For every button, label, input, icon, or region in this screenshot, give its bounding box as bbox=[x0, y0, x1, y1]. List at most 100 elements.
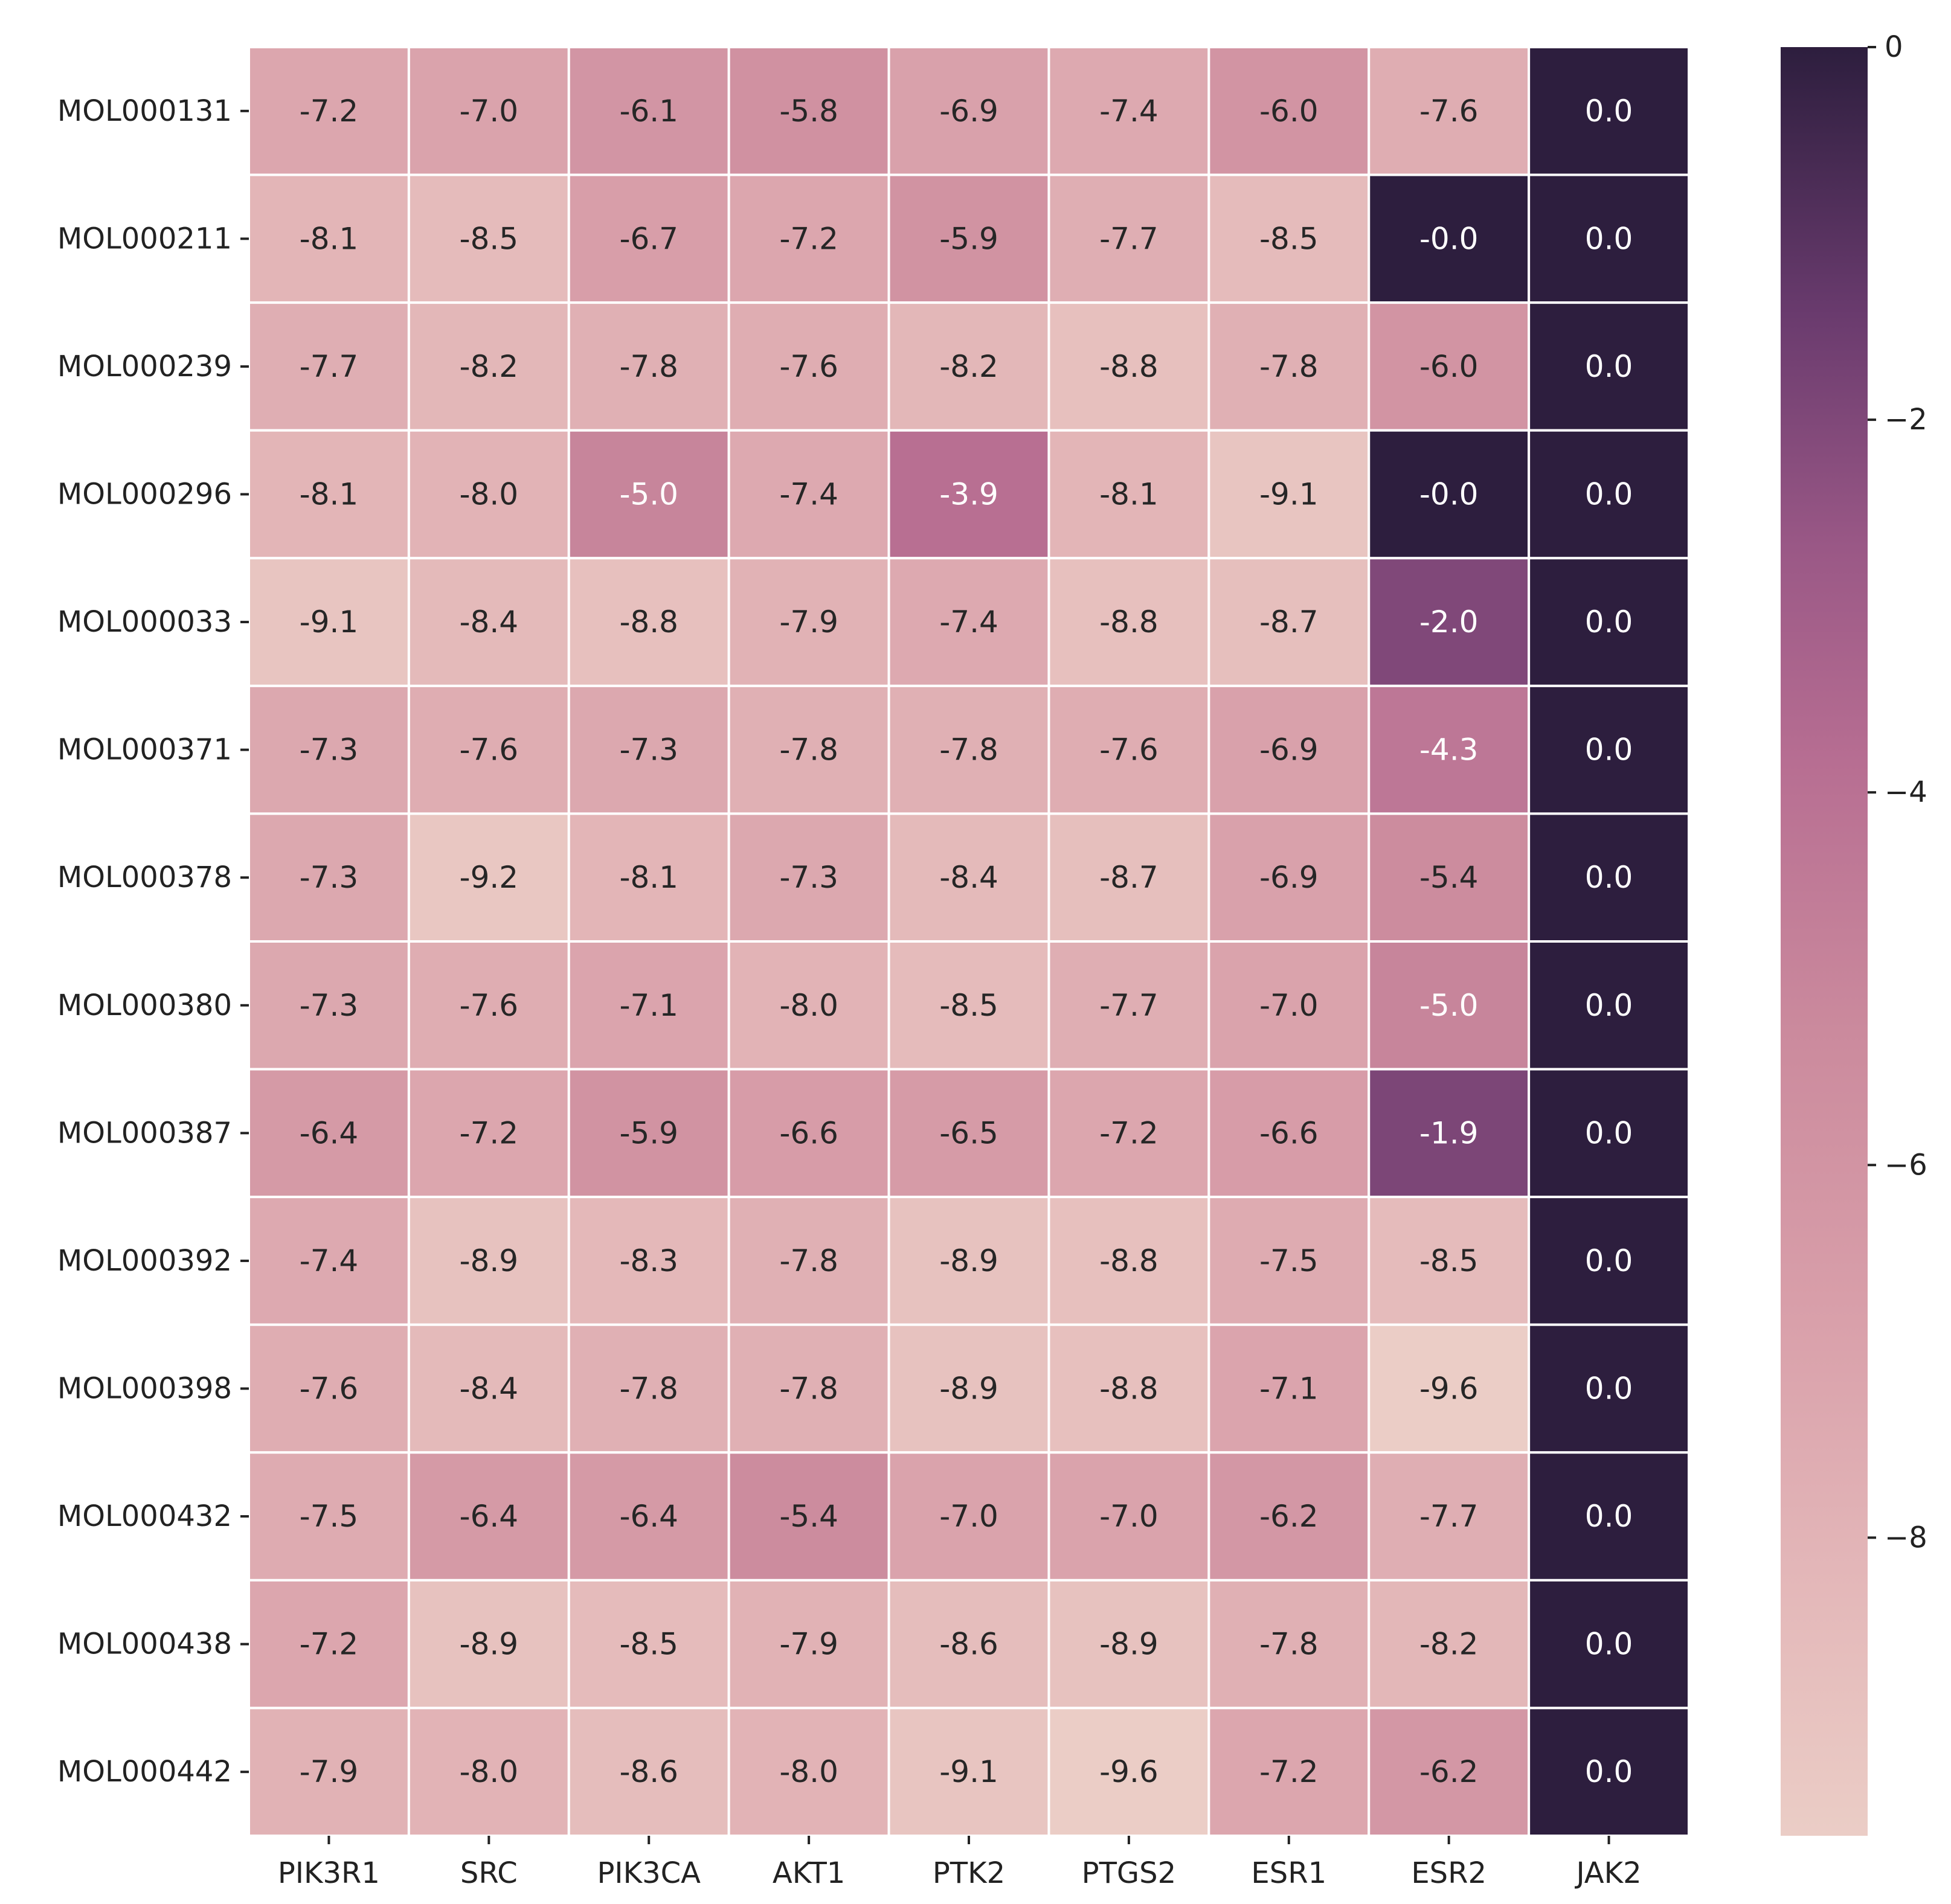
heatmap-cell bbox=[887, 1451, 1050, 1582]
heatmap-cell bbox=[1047, 1707, 1210, 1837]
cell-value-label: -7.0 bbox=[1259, 988, 1319, 1023]
cell-value-label: -5.8 bbox=[779, 94, 838, 129]
cell-value-label: -7.6 bbox=[460, 988, 519, 1023]
heatmap-cell bbox=[248, 940, 410, 1071]
cell-value-label: -7.1 bbox=[619, 988, 678, 1023]
heatmap-cell bbox=[887, 812, 1050, 943]
cell-value-label: -6.9 bbox=[1259, 860, 1319, 895]
cell-value-label: -0.0 bbox=[1419, 477, 1479, 512]
heatmap-cell bbox=[1368, 1579, 1531, 1710]
heatmap-cell bbox=[1528, 301, 1690, 432]
cell-value-label: 0.0 bbox=[1585, 1115, 1633, 1150]
heatmap-cell bbox=[248, 684, 410, 815]
heatmap-cell bbox=[567, 940, 730, 1071]
cell-value-label: -7.6 bbox=[300, 1371, 359, 1406]
heatmap-cell bbox=[1368, 684, 1531, 815]
heatmap-cell bbox=[1528, 1707, 1690, 1837]
heatmap-cell bbox=[407, 812, 570, 943]
cell-value-label: -6.2 bbox=[1419, 1754, 1479, 1789]
cell-value-label: -7.8 bbox=[779, 732, 838, 768]
cell-value-label: -6.1 bbox=[619, 94, 678, 129]
column-label: JAK2 bbox=[1574, 1856, 1641, 1890]
heatmap-cell bbox=[1368, 1196, 1531, 1326]
heatmap-cell bbox=[248, 301, 410, 432]
cell-value-label: -8.8 bbox=[1099, 604, 1159, 639]
column-label: PIK3R1 bbox=[278, 1856, 380, 1890]
cell-value-label: -6.9 bbox=[939, 94, 998, 129]
heatmap-cell bbox=[248, 1196, 410, 1326]
cell-value-label: -8.8 bbox=[619, 604, 678, 639]
heatmap-cell bbox=[1207, 173, 1371, 304]
column-labels: PIK3R1 SRC PIK3CA AKT1 PTK2 PTGS2 ESR1 ESR2 JAK2 bbox=[278, 1836, 1642, 1890]
cell-value-label: -6.2 bbox=[1259, 1499, 1319, 1534]
cell-value-label: -8.4 bbox=[460, 604, 519, 639]
row-label: MOL000371 bbox=[57, 733, 232, 767]
cell-value-label: -7.3 bbox=[300, 732, 359, 768]
cell-value-label: 0.0 bbox=[1585, 988, 1633, 1023]
heatmap-cell bbox=[1047, 1068, 1210, 1199]
cell-value-label: -7.6 bbox=[1419, 94, 1479, 129]
cell-value-label: -7.5 bbox=[300, 1499, 359, 1534]
cell-value-label: 0.0 bbox=[1585, 1499, 1633, 1534]
colorbar-gradient bbox=[1781, 47, 1868, 1836]
row-labels: MOL000131 MOL000211 MOL000239 MOL000296 MOL0… bbox=[57, 94, 249, 1789]
cell-value-label: -7.0 bbox=[939, 1499, 998, 1534]
cell-value-label: -8.2 bbox=[1419, 1627, 1479, 1662]
cell-value-label: -7.8 bbox=[619, 1371, 678, 1406]
colorbar-tick-label: −4 bbox=[1885, 775, 1927, 809]
cell-value-label: -0.0 bbox=[1419, 221, 1479, 256]
heatmap-cell bbox=[1207, 940, 1371, 1071]
row-label: MOL000432 bbox=[57, 1499, 232, 1533]
colorbar-tick-label: −6 bbox=[1885, 1148, 1927, 1182]
cell-value-label: -5.4 bbox=[779, 1499, 838, 1534]
heatmap-cell bbox=[727, 1707, 890, 1837]
cell-value-label: 0.0 bbox=[1585, 1371, 1633, 1406]
heatmap-cell bbox=[887, 301, 1050, 432]
heatmap-cell bbox=[407, 684, 570, 815]
heatmap-cell bbox=[1207, 812, 1371, 943]
cell-value-label: -7.4 bbox=[1099, 94, 1159, 129]
cell-value-label: -5.4 bbox=[1419, 860, 1479, 895]
cell-value-label: -7.5 bbox=[1259, 1243, 1319, 1278]
cell-value-label: -8.1 bbox=[619, 860, 678, 895]
cell-value-label: -9.1 bbox=[939, 1754, 998, 1789]
cell-value-label: 0.0 bbox=[1585, 1627, 1633, 1662]
heatmap-cell bbox=[887, 1579, 1050, 1710]
column-label: PTK2 bbox=[933, 1856, 1005, 1890]
cell-value-label: -5.9 bbox=[619, 1115, 678, 1150]
row-label: MOL000442 bbox=[57, 1755, 232, 1789]
cell-value-label: -7.2 bbox=[779, 221, 838, 256]
heatmap-cell bbox=[248, 557, 410, 687]
row-label: MOL000398 bbox=[57, 1372, 232, 1406]
heatmap-cell bbox=[1047, 940, 1210, 1071]
cell-value-label: -6.0 bbox=[1419, 349, 1479, 384]
heatmap-cell bbox=[248, 1068, 410, 1199]
cell-value-label: -6.4 bbox=[460, 1499, 519, 1534]
heatmap-cell bbox=[1207, 1579, 1371, 1710]
cell-value-label: -8.2 bbox=[460, 349, 519, 384]
cell-value-label: -7.6 bbox=[460, 732, 519, 768]
heatmap-cell bbox=[1047, 1196, 1210, 1326]
heatmap-cell bbox=[1207, 1068, 1371, 1199]
cell-value-label: -7.8 bbox=[779, 1243, 838, 1278]
cell-value-label: -7.8 bbox=[939, 732, 998, 768]
cell-value-label: -7.8 bbox=[1259, 1627, 1319, 1662]
row-label: MOL000392 bbox=[57, 1244, 232, 1278]
cell-value-label: -8.5 bbox=[939, 988, 998, 1023]
heatmap-cell bbox=[567, 1196, 730, 1326]
heatmap-cell bbox=[1368, 46, 1531, 176]
cell-value-label: -7.3 bbox=[779, 860, 838, 895]
cell-value-label: -6.4 bbox=[300, 1115, 359, 1150]
heatmap-cell bbox=[1207, 1196, 1371, 1326]
colorbar-tick-label: −8 bbox=[1885, 1521, 1927, 1554]
cell-value-label: -7.1 bbox=[1259, 1371, 1319, 1406]
cell-value-label: -8.0 bbox=[779, 1754, 838, 1789]
cell-value-label: -6.0 bbox=[1259, 94, 1319, 129]
row-label: MOL000378 bbox=[57, 861, 232, 894]
cell-value-label: -9.1 bbox=[300, 604, 359, 639]
column-label: ESR1 bbox=[1251, 1856, 1326, 1890]
cell-value-label: -7.7 bbox=[1099, 221, 1159, 256]
cell-value-label: -8.0 bbox=[460, 477, 519, 512]
cell-value-label: -1.9 bbox=[1419, 1115, 1479, 1150]
cell-value-label: -6.6 bbox=[779, 1115, 838, 1150]
